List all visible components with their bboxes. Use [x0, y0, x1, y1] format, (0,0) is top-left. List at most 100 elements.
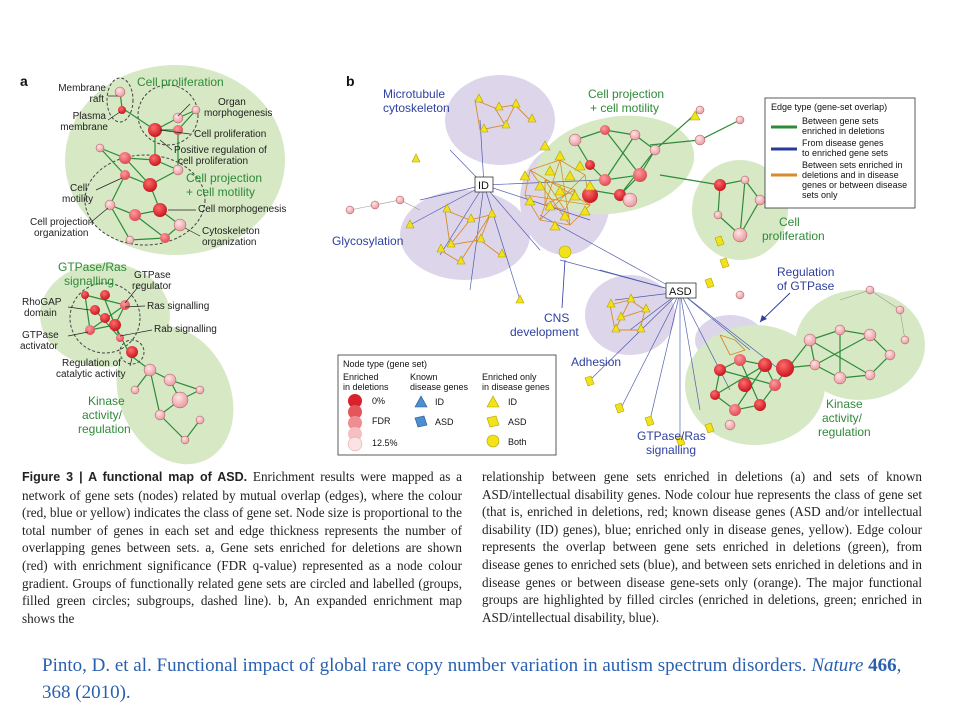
a-group-cell-proliferation: Cell proliferation	[137, 75, 224, 89]
node-legend-pct-top: 0%	[372, 396, 385, 406]
figure-3-network-map: a	[20, 65, 925, 465]
node-legend-col1-2: in deletions	[343, 382, 389, 392]
subgroup-cell-projection	[84, 154, 206, 246]
b-cell-prolif-1: Cell	[779, 215, 800, 229]
node-legend: Node type (gene set) Enriched in deletio…	[337, 354, 557, 456]
a-node-cell-proj-org-1: Cell projection	[30, 217, 93, 228]
caption-text-1: Enrichment results were mapped as a netw…	[22, 469, 462, 626]
b-kinase-3: regulation	[818, 425, 871, 439]
edge-legend-title: Edge type (gene-set overlap)	[771, 102, 887, 112]
a-node-cell-motility-1: Cell	[70, 183, 87, 194]
b-microtubule-2: cytoskeleton	[383, 101, 450, 115]
edge-legend-item-2-l1: From disease genes	[802, 138, 884, 148]
citation-pages: , 368 (2010).	[42, 655, 902, 703]
a-node-cell-proj-org-2: organization	[34, 228, 88, 239]
a-group-cell-projection-2: + cell motility	[186, 185, 255, 199]
b-adhesion: Adhesion	[571, 355, 621, 369]
subgroup-gtpase	[69, 282, 141, 354]
b-bg-microtubule	[445, 75, 555, 165]
node-legend-pct-bottom: 12.5%	[372, 438, 398, 448]
edge-legend-item-1-l2: enriched in deletions	[802, 126, 885, 136]
a-node-cytoskeleton-org-2: organization	[202, 237, 256, 248]
a-node-rhogap-1: RhoGAP	[22, 297, 62, 308]
b-bg-gtpase-ras	[685, 325, 825, 445]
b-gray-edges	[349, 199, 906, 341]
b-bg-glycosylation	[400, 190, 530, 280]
a-group-kinase-1: Kinase	[88, 394, 125, 408]
caption-column-2: relationship between gene sets enriched …	[482, 468, 922, 626]
b-gtpase-ras-1: GTPase/Ras	[637, 429, 706, 443]
edge-legend-item-3-l3: genes or between disease	[802, 180, 907, 190]
node-legend-both: Both	[508, 437, 527, 447]
b-kinase-1: Kinase	[826, 397, 863, 411]
b-regulation-gtpase-2: of GTPase	[777, 279, 835, 293]
b-id-box	[474, 176, 494, 193]
a-node-pos-reg-1: Positive regulation of	[174, 145, 267, 156]
node-legend-asd-blue-icon	[414, 415, 428, 428]
node-legend-id-blue-icon	[414, 395, 428, 408]
b-kinase-2: activity/	[822, 411, 863, 425]
citation-volume: 466	[868, 655, 897, 676]
caption-column-1: Figure 3 | A functional map of ASD. Enri…	[22, 468, 462, 627]
node-legend-fdr: FDR	[372, 416, 391, 426]
b-regulation-gtpase-arrow	[759, 292, 791, 323]
edge-legend: Edge type (gene-set overlap) Between gen…	[764, 97, 916, 209]
a-group-kinase-2: activity/	[82, 408, 123, 422]
panel-a-leaders	[67, 95, 201, 367]
b-cns-1: CNS	[544, 311, 569, 325]
a-node-reg-catalytic-2: catalytic activity	[56, 369, 125, 380]
a-node-pos-reg-2: cell proliferation	[178, 156, 248, 167]
caption-figure-label: Figure 3 | A functional map of ASD.	[22, 470, 248, 484]
edge-legend-item-3-l1: Between sets enriched in	[802, 160, 903, 170]
b-cell-prolif-2: proliferation	[762, 229, 825, 243]
subgroup-proliferation	[137, 84, 199, 146]
node-legend-col1-1: Enriched	[343, 372, 379, 382]
b-cell-projection-1: Cell projection	[588, 87, 664, 101]
a-node-rab-signalling: Rab signalling	[154, 324, 217, 335]
a-node-cell-motility-2: motility	[62, 194, 93, 205]
node-legend-asd-yellow-icon	[486, 415, 500, 428]
citation-authors: Pinto, D. et al. Functional impact of gl…	[42, 655, 812, 676]
citation-journal: Nature	[811, 655, 864, 676]
a-node-ras-signalling: Ras signalling	[147, 301, 209, 312]
panel-b-label: b	[346, 73, 355, 89]
node-legend-id-yellow-icon	[486, 395, 500, 408]
node-legend-asd2: ASD	[508, 417, 527, 427]
a-node-membrane-raft-2: raft	[90, 94, 105, 105]
node-legend-col2-2: disease genes	[410, 382, 469, 392]
a-node-gtpase-activator-1: GTPase	[22, 330, 59, 341]
a-node-plasma-membrane-1: Plasma	[73, 111, 107, 122]
a-node-cell-morphogenesis: Cell morphogenesis	[198, 204, 286, 215]
a-node-organ-morph-2: morphogenesis	[204, 108, 272, 119]
a-group-gtpase-1: GTPase/Ras	[58, 260, 127, 274]
a-node-rhogap-2: domain	[24, 308, 57, 319]
b-cns-2: development	[510, 325, 579, 339]
a-node-membrane-raft-1: Membrane	[58, 83, 106, 94]
a-node-cell-proliferation: Cell proliferation	[194, 129, 266, 140]
node-legend-col3-1: Enriched only	[482, 372, 537, 382]
a-node-organ-morph-1: Organ	[218, 97, 246, 108]
b-asd-label: ASD	[669, 286, 692, 298]
b-red-nodes	[345, 105, 910, 431]
edge-legend-item-3-l4: sets only	[802, 190, 838, 200]
b-glycosylation: Glycosylation	[332, 234, 403, 248]
edge-legend-item-1-l1: Between gene sets	[802, 116, 879, 126]
panel-a-label: a	[20, 73, 28, 89]
node-legend-col2-1: Known	[410, 372, 438, 382]
node-legend-id2: ID	[508, 397, 518, 407]
edge-legend-item-3-l2: deletions and in disease	[802, 170, 899, 180]
figure-caption: Figure 3 | A functional map of ASD. Enri…	[22, 468, 930, 626]
node-legend-id: ID	[435, 397, 445, 407]
b-id-label: ID	[478, 180, 489, 192]
caption-text-2: relationship between gene sets enriched …	[482, 469, 922, 625]
subgroup-membrane	[106, 77, 134, 123]
edge-legend-item-2-l2: to enriched gene sets	[802, 148, 889, 158]
b-bg-kinase	[795, 290, 925, 400]
b-microtubule-1: Microtubule	[383, 87, 445, 101]
a-node-cytoskeleton-org-1: Cytoskeleton	[202, 226, 260, 237]
a-node-gtpase-regulator-2: regulator	[132, 281, 172, 292]
b-asd-box	[665, 282, 697, 299]
a-group-cell-projection-1: Cell projection	[186, 171, 262, 185]
b-regulation-gtpase-1: Regulation	[777, 265, 834, 279]
